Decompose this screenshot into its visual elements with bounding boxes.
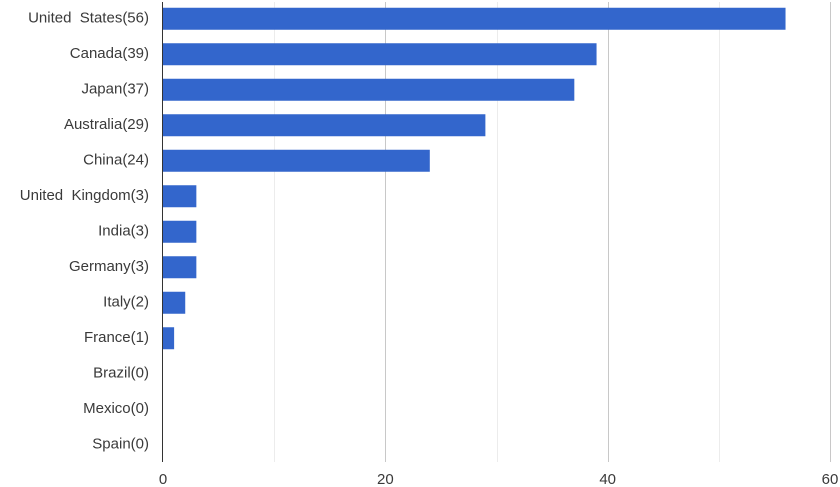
category-label-4: China(24)	[83, 152, 149, 169]
bar-0	[163, 7, 786, 30]
category-label-10: Brazil(0)	[93, 365, 149, 382]
x-tick-labels: 0 20 40 60	[159, 471, 839, 487]
x-tick-label-20: 20	[377, 471, 394, 487]
bar-1	[163, 43, 597, 66]
category-label-11: Mexico(0)	[83, 400, 149, 417]
bar-5	[163, 185, 197, 208]
bar-2	[163, 78, 575, 101]
category-label-0: United States(56)	[28, 10, 149, 27]
bar-9	[163, 327, 175, 350]
bar-6	[163, 220, 197, 243]
bars	[163, 7, 786, 350]
category-label-12: Spain(0)	[92, 436, 149, 453]
x-tick-label-0: 0	[159, 471, 167, 487]
bar-4	[163, 149, 430, 172]
x-tick-label-60: 60	[822, 471, 839, 487]
category-label-1: Canada(39)	[70, 45, 149, 62]
bar-7	[163, 256, 197, 279]
category-label-6: India(3)	[98, 223, 149, 240]
category-labels: United States(56) Canada(39) Japan(37) Aust…	[20, 10, 149, 453]
gridlines	[274, 2, 831, 462]
bar-8	[163, 291, 186, 314]
x-tick-label-40: 40	[599, 471, 616, 487]
category-label-8: Italy(2)	[103, 294, 149, 311]
category-label-2: Japan(37)	[81, 81, 149, 98]
category-label-5: United Kingdom(3)	[20, 187, 149, 204]
category-label-3: Australia(29)	[64, 116, 149, 133]
bar-3	[163, 114, 486, 137]
category-label-7: Germany(3)	[69, 258, 149, 275]
category-label-9: France(1)	[84, 329, 149, 346]
